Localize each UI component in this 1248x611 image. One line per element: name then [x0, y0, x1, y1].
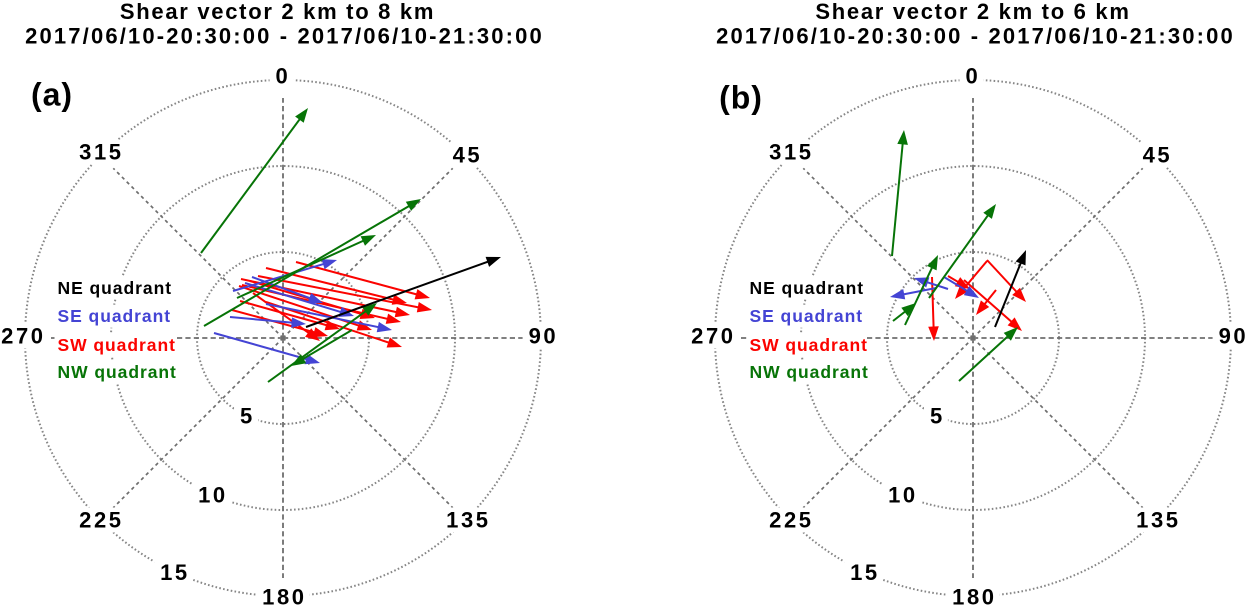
svg-text:0: 0: [275, 64, 290, 89]
svg-text:15: 15: [160, 560, 190, 585]
svg-text:NW quadrant: NW quadrant: [58, 362, 177, 382]
svg-text:15: 15: [850, 560, 880, 585]
svg-text:45: 45: [453, 143, 483, 168]
svg-text:NE quadrant: NE quadrant: [750, 278, 865, 298]
svg-text:Shear vector 2 km to 6 km: Shear vector 2 km to 6 km: [815, 0, 1130, 24]
svg-text:5: 5: [930, 404, 945, 429]
svg-text:SW quadrant: SW quadrant: [750, 335, 868, 355]
svg-text:315: 315: [769, 140, 814, 165]
svg-text:270: 270: [1, 324, 46, 349]
svg-text:45: 45: [1143, 143, 1173, 168]
svg-text:90: 90: [1219, 324, 1248, 349]
svg-text:135: 135: [446, 508, 491, 533]
svg-text:SE quadrant: SE quadrant: [750, 306, 864, 326]
svg-text:NW quadrant: NW quadrant: [750, 362, 869, 382]
svg-text:(a): (a): [31, 77, 73, 113]
svg-text:5: 5: [240, 404, 255, 429]
svg-text:90: 90: [529, 324, 559, 349]
svg-text:Shear vector 2 km to 8 km: Shear vector 2 km to 8 km: [120, 0, 435, 24]
svg-text:225: 225: [79, 508, 124, 533]
svg-text:225: 225: [769, 508, 814, 533]
svg-text:2017/06/10-20:30:00 - 2017/06/: 2017/06/10-20:30:00 - 2017/06/10-21:30:0…: [25, 24, 544, 49]
svg-text:10: 10: [888, 483, 918, 508]
svg-text:270: 270: [691, 324, 736, 349]
svg-text:(b): (b): [719, 80, 763, 116]
svg-text:10: 10: [198, 483, 228, 508]
svg-text:135: 135: [1136, 508, 1181, 533]
svg-text:0: 0: [965, 64, 980, 89]
svg-text:SW quadrant: SW quadrant: [58, 335, 176, 355]
svg-text:315: 315: [79, 140, 124, 165]
svg-text:NE quadrant: NE quadrant: [58, 278, 173, 298]
svg-text:180: 180: [952, 585, 997, 607]
svg-text:180: 180: [262, 585, 307, 607]
svg-text:SE quadrant: SE quadrant: [58, 306, 172, 326]
svg-text:2017/06/10-20:30:00 - 2017/06/: 2017/06/10-20:30:00 - 2017/06/10-21:30:0…: [716, 24, 1235, 49]
